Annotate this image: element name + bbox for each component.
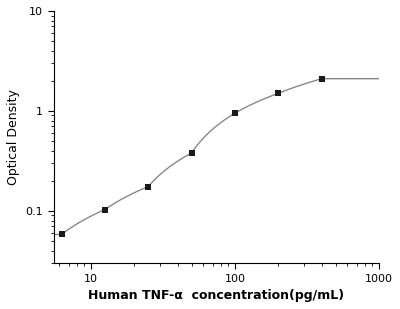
Point: [232, 111, 238, 116]
Point: [102, 207, 108, 212]
Y-axis label: Optical Density: Optical Density: [7, 89, 20, 185]
X-axis label: Human TNF-α  concentration(pg/mL): Human TNF-α concentration(pg/mL): [88, 289, 344, 302]
Point: [188, 150, 195, 155]
Point: [58, 232, 65, 237]
Point: [145, 184, 152, 189]
Point: [318, 76, 325, 81]
Point: [275, 91, 282, 96]
